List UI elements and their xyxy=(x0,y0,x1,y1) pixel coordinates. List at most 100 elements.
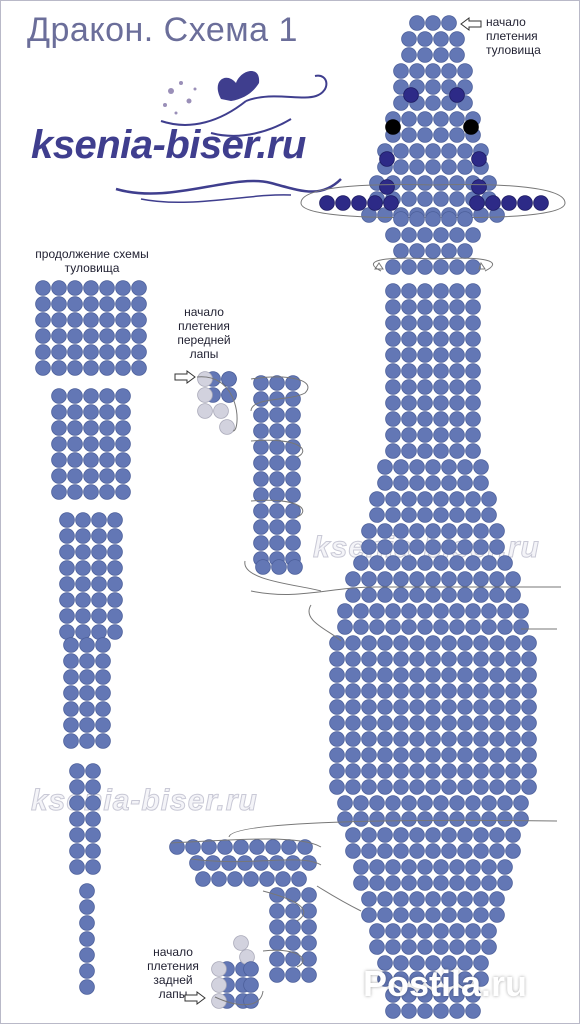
bead xyxy=(497,795,513,811)
bead xyxy=(501,195,517,211)
bead xyxy=(83,360,99,376)
bead xyxy=(345,571,361,587)
bead xyxy=(329,683,345,699)
bead xyxy=(329,763,345,779)
bead xyxy=(269,423,285,439)
bead xyxy=(433,507,449,523)
bead xyxy=(95,653,111,669)
bead xyxy=(51,328,67,344)
bead xyxy=(205,855,221,871)
bead xyxy=(433,111,449,127)
bead xyxy=(457,63,473,79)
bead xyxy=(221,855,237,871)
bead xyxy=(79,963,95,979)
bead xyxy=(269,951,285,967)
bead xyxy=(497,875,513,891)
bead xyxy=(83,484,99,500)
bead xyxy=(489,763,505,779)
bead xyxy=(115,404,131,420)
arrow-right-icon xyxy=(184,991,206,1005)
thread-line xyxy=(262,890,305,922)
bead xyxy=(409,475,425,491)
bead xyxy=(79,915,95,931)
bead xyxy=(409,63,425,79)
bead xyxy=(67,436,83,452)
bead xyxy=(253,471,269,487)
bead xyxy=(471,179,487,195)
bead xyxy=(69,811,85,827)
bead xyxy=(269,455,285,471)
bead xyxy=(393,63,409,79)
thread-line xyxy=(170,838,322,848)
bead xyxy=(465,507,481,523)
bead xyxy=(481,603,497,619)
bead xyxy=(473,763,489,779)
bead xyxy=(385,811,401,827)
bead xyxy=(473,587,489,603)
bead xyxy=(521,699,537,715)
bead xyxy=(285,967,301,983)
bead xyxy=(457,459,473,475)
bead xyxy=(131,312,147,328)
bead xyxy=(99,420,115,436)
ghost-bead xyxy=(197,403,213,419)
bead xyxy=(385,259,401,275)
bead xyxy=(457,699,473,715)
bead xyxy=(521,635,537,651)
bead xyxy=(85,827,101,843)
watermark: ksenia-biser.ru xyxy=(31,784,258,818)
bead xyxy=(385,555,401,571)
bead xyxy=(385,315,401,331)
bead xyxy=(393,955,409,971)
bead xyxy=(433,315,449,331)
bead xyxy=(115,484,131,500)
bead xyxy=(521,667,537,683)
bead xyxy=(385,619,401,635)
bead xyxy=(393,731,409,747)
bead xyxy=(337,811,353,827)
bead xyxy=(449,555,465,571)
bead xyxy=(243,961,259,977)
bead xyxy=(401,111,417,127)
bead xyxy=(79,931,95,947)
bead xyxy=(285,535,301,551)
bead xyxy=(131,360,147,376)
bead xyxy=(59,560,75,576)
bead xyxy=(505,635,521,651)
bead xyxy=(361,827,377,843)
bead xyxy=(385,427,401,443)
bead xyxy=(457,159,473,175)
bead xyxy=(449,427,465,443)
bead xyxy=(441,159,457,175)
bead xyxy=(385,939,401,955)
bead xyxy=(377,667,393,683)
bead xyxy=(473,891,489,907)
bead xyxy=(99,296,115,312)
bead xyxy=(369,795,385,811)
bead xyxy=(393,667,409,683)
bead xyxy=(51,452,67,468)
bead xyxy=(377,587,393,603)
bead xyxy=(449,175,465,191)
bead xyxy=(75,560,91,576)
bead xyxy=(285,887,301,903)
bead xyxy=(425,159,441,175)
bead xyxy=(473,475,489,491)
bead xyxy=(301,919,317,935)
bead xyxy=(369,939,385,955)
bead xyxy=(433,411,449,427)
bead xyxy=(269,855,285,871)
bead xyxy=(441,763,457,779)
bead xyxy=(393,211,409,227)
bead xyxy=(441,747,457,763)
bead xyxy=(505,779,521,795)
bead xyxy=(59,592,75,608)
bead xyxy=(465,811,481,827)
bead xyxy=(449,987,465,1003)
bead xyxy=(433,811,449,827)
bead xyxy=(99,312,115,328)
bead xyxy=(67,420,83,436)
bead xyxy=(385,987,401,1003)
bead xyxy=(481,795,497,811)
bead xyxy=(63,717,79,733)
